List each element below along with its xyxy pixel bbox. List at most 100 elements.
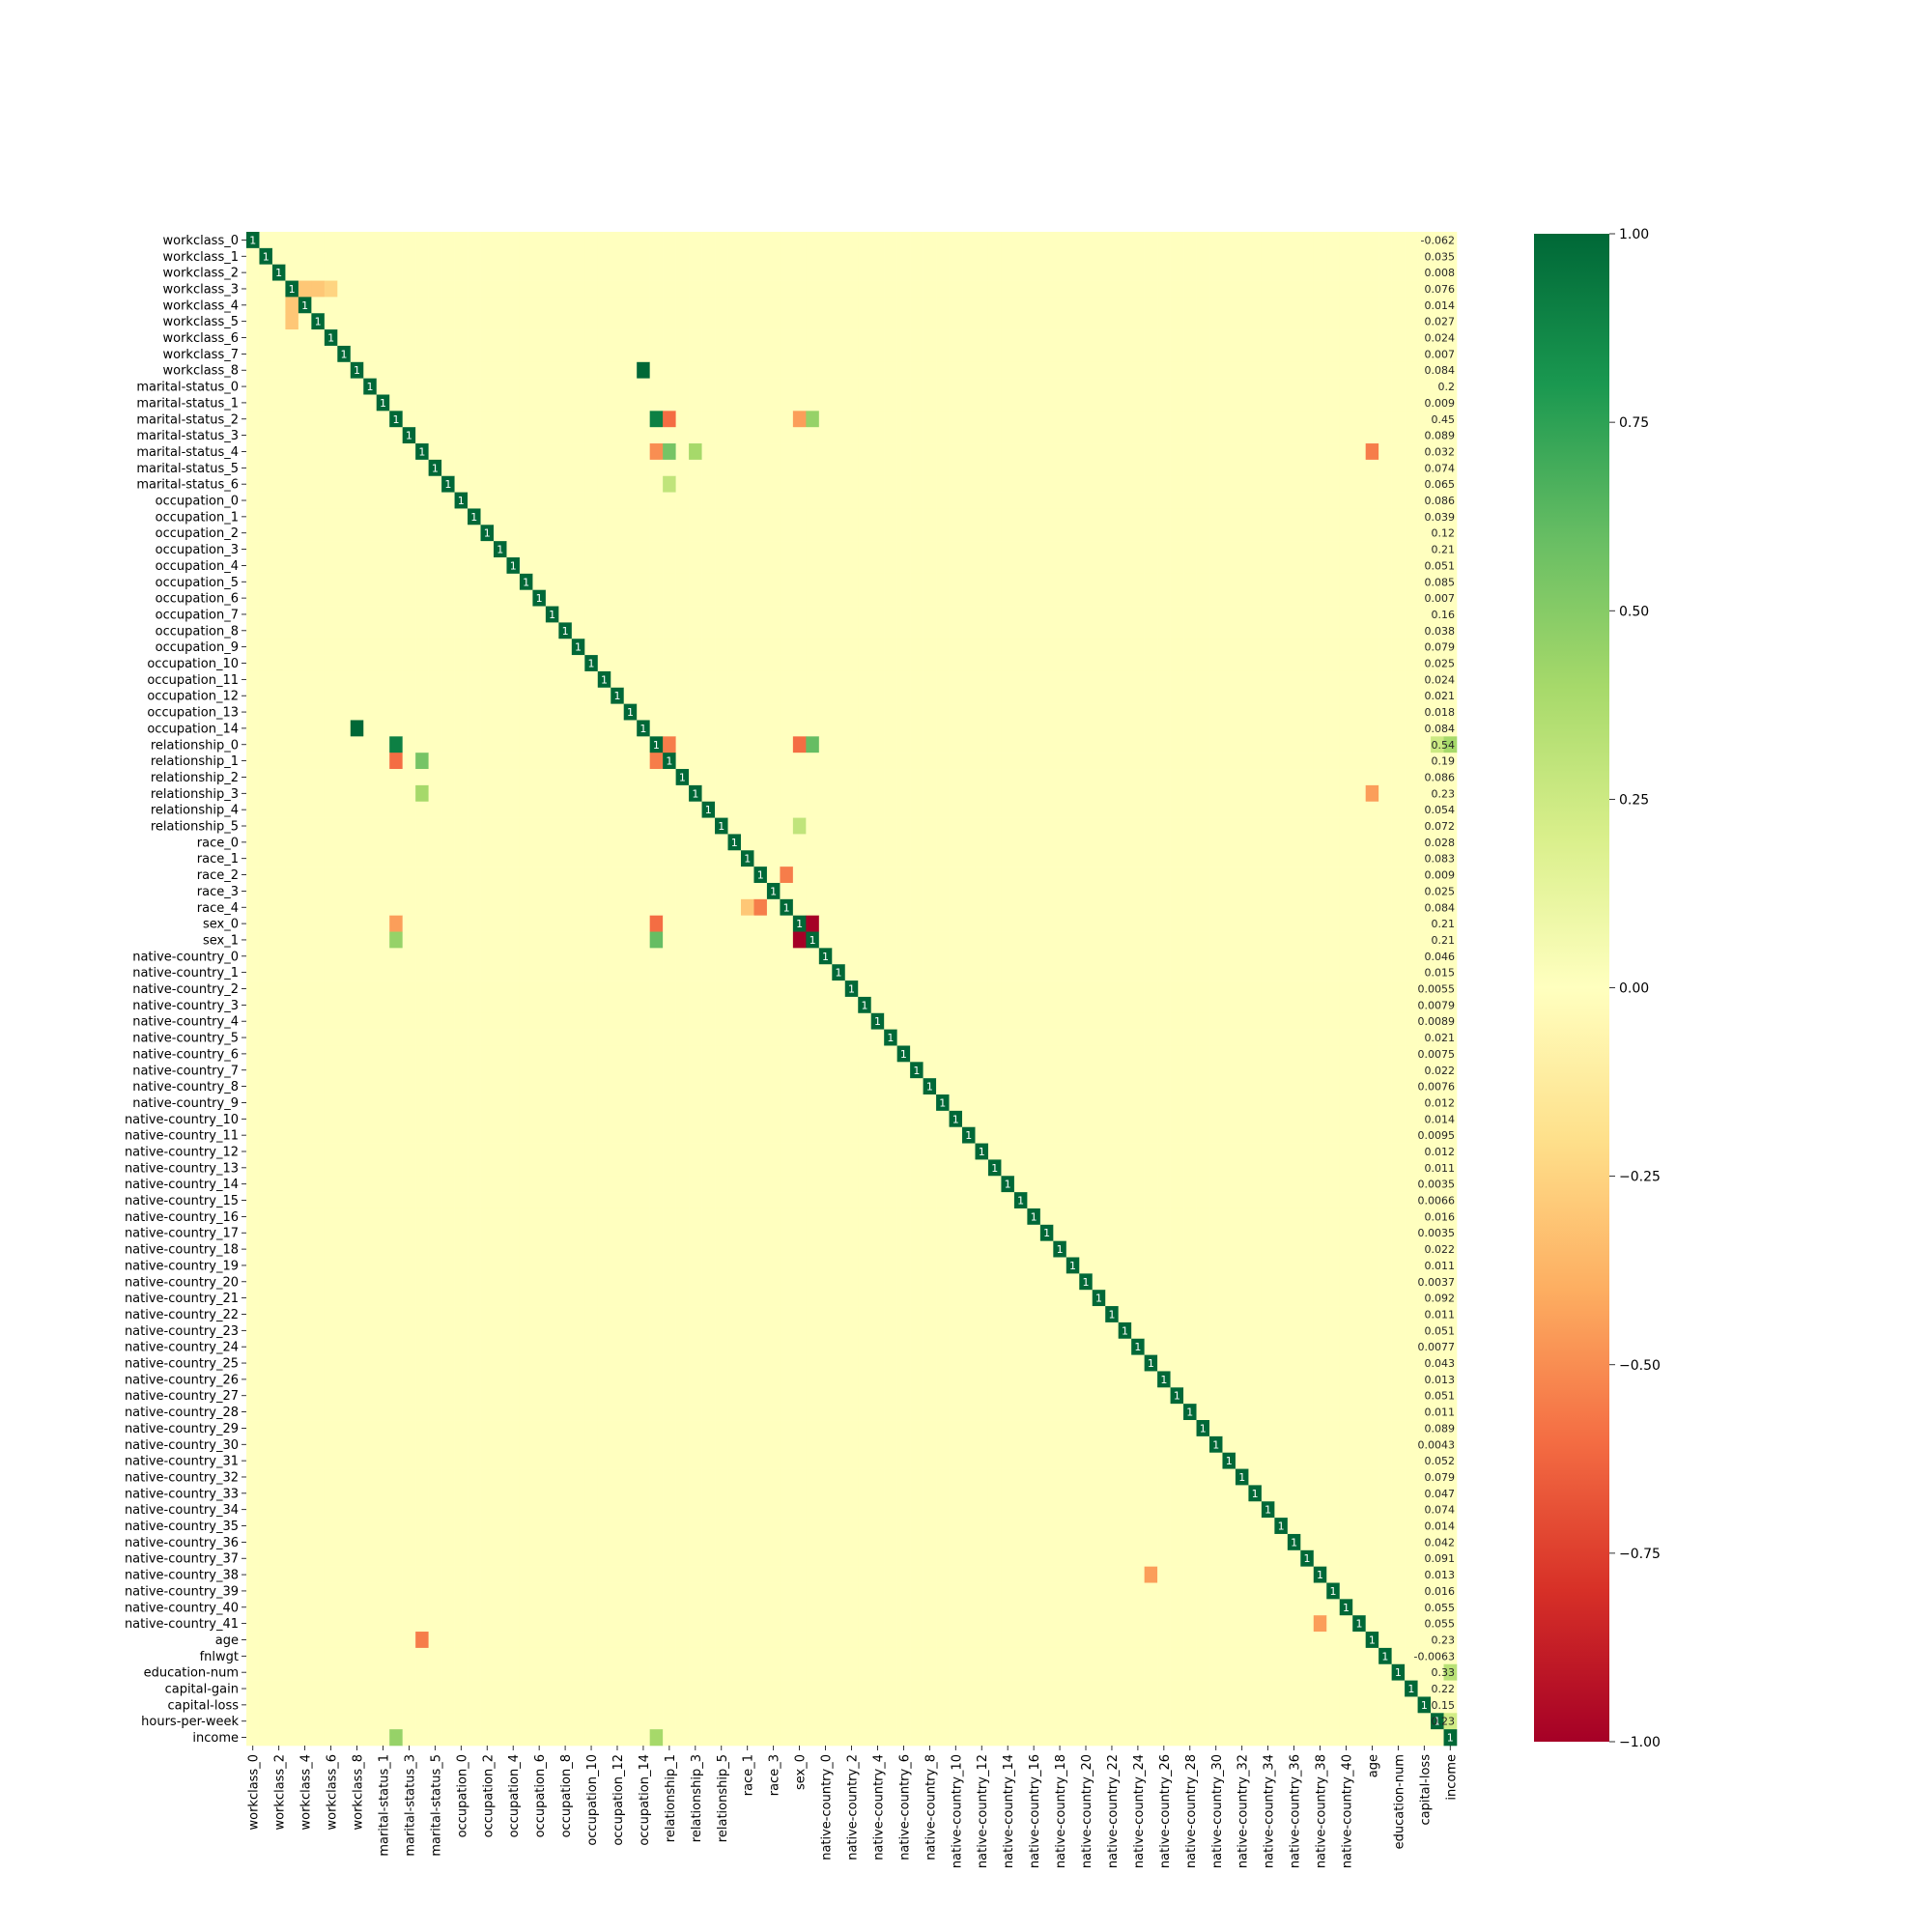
heatmap-cell <box>1300 443 1315 461</box>
heatmap-cell <box>454 898 469 916</box>
heatmap-cell <box>532 297 547 314</box>
heatmap-cell <box>1170 573 1184 590</box>
heatmap-cell <box>675 313 690 330</box>
heatmap-cell <box>1144 867 1158 884</box>
heatmap-cell <box>923 280 937 298</box>
heatmap-cell <box>1352 687 1366 704</box>
heatmap-cell <box>376 427 390 444</box>
heatmap-cell <box>1013 769 1028 786</box>
heatmap-cell <box>271 556 286 575</box>
heatmap-cell <box>689 720 702 737</box>
heatmap-cell <box>1443 784 1458 803</box>
heatmap-cell <box>506 1029 521 1046</box>
heatmap-cell <box>740 443 754 461</box>
heatmap-cell <box>623 606 638 623</box>
heatmap-cell <box>571 394 585 412</box>
heatmap-cell <box>1183 898 1197 916</box>
heatmap-cell <box>611 573 625 590</box>
heatmap-cell <box>454 394 469 412</box>
heatmap-cell <box>1339 247 1353 265</box>
heatmap-cell <box>611 931 625 949</box>
heatmap-cell <box>611 361 625 379</box>
heatmap-cell <box>1053 589 1067 607</box>
heatmap-cell <box>1183 720 1197 737</box>
heatmap-cell <box>428 411 442 428</box>
heatmap-cell <box>246 525 260 542</box>
heatmap-cell <box>1079 850 1094 867</box>
heatmap-cell <box>896 817 911 835</box>
heatmap-cell <box>558 411 573 428</box>
heatmap-cell <box>584 525 599 542</box>
heatmap-cell <box>259 280 273 298</box>
heatmap-cell <box>611 720 625 737</box>
heatmap-cell <box>1313 736 1327 753</box>
heatmap-cell <box>1261 769 1275 786</box>
heatmap-cell <box>271 589 286 607</box>
heatmap-cell <box>246 492 260 509</box>
heatmap-cell <box>637 687 650 704</box>
heatmap-cell <box>415 394 429 412</box>
heatmap-cell <box>389 964 403 981</box>
heatmap-cell <box>1326 313 1341 330</box>
heatmap-cell <box>337 1078 352 1095</box>
heatmap-cell <box>519 753 533 770</box>
heatmap-cell <box>806 948 820 965</box>
heatmap-cell <box>1027 915 1041 932</box>
heatmap-cell <box>493 736 507 753</box>
heatmap-cell <box>480 492 495 509</box>
heatmap-cell <box>766 508 781 526</box>
heatmap-cell <box>962 1029 976 1046</box>
heatmap-cell <box>884 297 897 314</box>
heatmap-cell <box>519 622 533 639</box>
heatmap-cell <box>468 898 481 916</box>
heatmap-cell <box>1144 753 1158 770</box>
heatmap-cell <box>1365 525 1379 542</box>
heatmap-cell <box>962 898 976 916</box>
heatmap-cell <box>246 475 260 493</box>
heatmap-cell <box>962 1094 976 1112</box>
heatmap-cell <box>649 427 664 444</box>
heatmap-cell <box>506 703 521 721</box>
heatmap-cell <box>584 280 599 298</box>
heatmap-cell <box>818 378 833 395</box>
heatmap-cell <box>571 1029 585 1046</box>
heatmap-cell <box>1274 427 1289 444</box>
heatmap-cell <box>975 817 989 835</box>
heatmap-cell <box>1405 784 1418 803</box>
heatmap-cell <box>350 834 364 851</box>
heatmap-cell <box>1405 655 1418 672</box>
heatmap-cell <box>910 882 923 900</box>
heatmap-cell <box>1248 817 1263 835</box>
heatmap-cell <box>545 655 559 672</box>
heatmap-cell <box>1001 996 1015 1014</box>
heatmap-cell <box>311 784 326 803</box>
heatmap-cell <box>910 703 923 721</box>
heatmap-cell <box>441 622 455 639</box>
heatmap-cell <box>1131 817 1145 835</box>
heatmap-cell <box>1274 361 1289 379</box>
heatmap-cell <box>1431 508 1444 526</box>
heatmap-cell <box>454 867 469 884</box>
heatmap-cell <box>389 931 403 949</box>
heatmap-cell <box>1157 573 1171 590</box>
heatmap-cell <box>1378 280 1392 298</box>
heatmap-cell <box>818 801 833 818</box>
heatmap-cell <box>1196 1012 1210 1030</box>
heatmap-cell <box>1405 297 1418 314</box>
heatmap-cell <box>519 980 533 998</box>
heatmap-cell <box>675 1012 690 1030</box>
heatmap-cell <box>1157 232 1171 249</box>
heatmap-cell <box>259 964 273 981</box>
heatmap-cell <box>519 801 533 818</box>
heatmap-cell <box>558 394 573 412</box>
heatmap-cell <box>949 817 963 835</box>
heatmap-cell <box>1248 801 1263 818</box>
heatmap-cell <box>402 882 416 900</box>
heatmap-cell <box>1431 411 1444 428</box>
heatmap-cell <box>1053 948 1067 965</box>
heatmap-cell <box>363 1078 378 1095</box>
heatmap-cell <box>1183 525 1197 542</box>
heatmap-cell <box>1443 801 1458 818</box>
heatmap-cell <box>1144 1012 1158 1030</box>
heatmap-cell <box>1053 980 1067 998</box>
